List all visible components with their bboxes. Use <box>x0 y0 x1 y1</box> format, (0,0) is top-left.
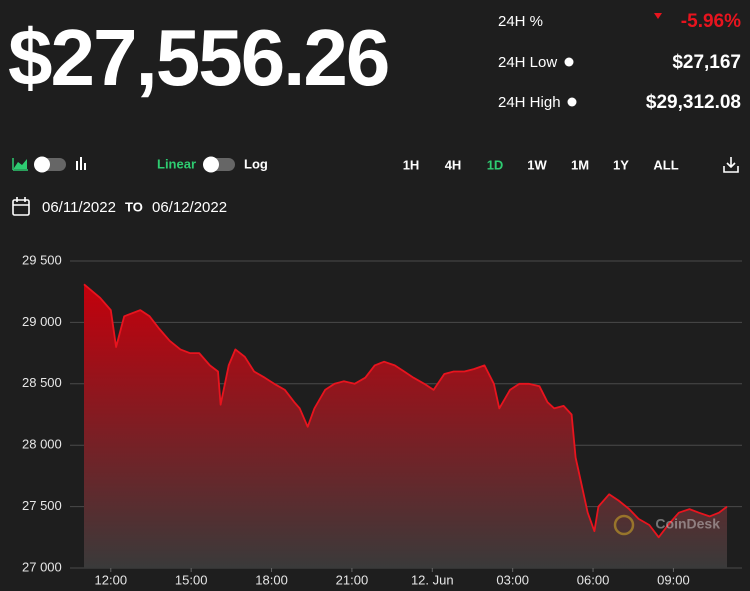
stat-value: $29,312.08 <box>646 92 741 113</box>
x-tick-label: 21:00 <box>336 572 369 587</box>
date-to[interactable]: 06/12/2022 <box>152 199 227 216</box>
date-separator: TO <box>125 199 143 214</box>
stat-label: 24H Low <box>498 54 557 71</box>
log-option[interactable]: Log <box>244 156 268 171</box>
x-tick-label: 03:00 <box>496 572 529 587</box>
range-button[interactable]: ALL <box>653 157 678 172</box>
stat-label: 24H High <box>498 94 561 111</box>
watermark-logo <box>613 514 635 536</box>
x-tick-label: 06:00 <box>577 572 610 587</box>
y-tick-label: 29 500 <box>22 252 62 267</box>
download-icon[interactable] <box>723 157 739 173</box>
y-tick-label: 28 500 <box>22 375 62 390</box>
linear-option[interactable]: Linear <box>157 156 196 171</box>
chart-type-toggle[interactable] <box>34 156 66 173</box>
area-icon[interactable] <box>12 158 28 171</box>
info-icon[interactable] <box>564 57 574 67</box>
price-line <box>83 283 728 539</box>
range-button[interactable]: 1M <box>571 157 589 172</box>
y-tick-label: 27 500 <box>22 498 62 513</box>
bar-icon[interactable] <box>76 157 86 170</box>
y-tick-label: 29 000 <box>22 314 62 329</box>
x-tick-label: 09:00 <box>657 572 690 587</box>
y-tick-label: 28 000 <box>22 437 62 452</box>
x-tick-label: 12. Jun <box>411 572 454 587</box>
range-button[interactable]: 1Y <box>613 157 629 172</box>
down-arrow <box>654 13 662 19</box>
range-button[interactable]: 4H <box>445 157 462 172</box>
x-tick-label: 12:00 <box>95 572 128 587</box>
price-area <box>84 284 727 568</box>
x-tick-label: 15:00 <box>175 572 208 587</box>
stat-value: $27,167 <box>672 52 741 73</box>
calendar-icon[interactable] <box>12 197 30 216</box>
y-tick-label: 27 000 <box>22 559 62 574</box>
range-button[interactable]: 1W <box>527 157 547 172</box>
date-from[interactable]: 06/11/2022 <box>42 199 116 216</box>
scale-toggle[interactable] <box>203 156 235 173</box>
range-button[interactable]: 1D <box>487 157 504 172</box>
range-button[interactable]: 1H <box>403 157 420 172</box>
stat-label: 24H % <box>498 13 543 30</box>
info-icon[interactable] <box>567 97 577 107</box>
price: $27,556.26 <box>8 13 388 102</box>
x-tick-label: 18:00 <box>255 572 288 587</box>
stat-value: -5.96% <box>681 11 741 32</box>
watermark: CoinDesk <box>655 516 720 532</box>
